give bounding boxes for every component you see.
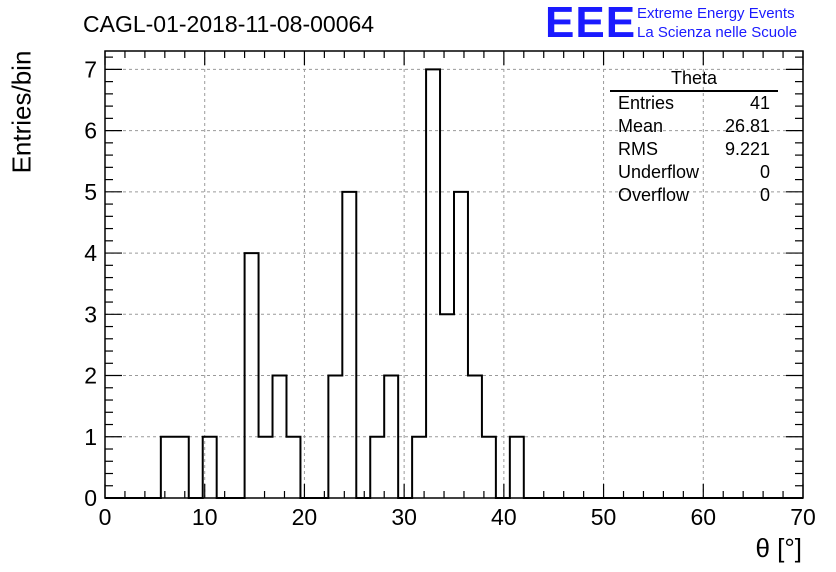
histogram-bin [440, 314, 454, 498]
histogram-bin [175, 437, 189, 498]
histogram-bin [286, 437, 300, 498]
tick-labels: 0 10 20 30 40 50 60 70 0 1 2 3 4 5 6 7 [84, 56, 816, 530]
stats-label: Entries [618, 93, 675, 113]
x-axis-label: θ [°] [755, 533, 802, 563]
axes [104, 50, 804, 499]
histogram-bin [454, 192, 468, 498]
stats-value: 0 [759, 162, 770, 182]
logo-caption-line1: Extreme Energy Events [637, 5, 795, 22]
stats-label: RMS [618, 139, 658, 159]
histogram-bin [426, 69, 440, 498]
y-axis-label: Entries/bin [6, 50, 37, 174]
x-tick-label: 60 [690, 504, 716, 530]
histogram-bin [412, 437, 426, 498]
stats-box-title: Theta [610, 68, 778, 92]
histogram-bin [161, 437, 175, 498]
y-tick-label: 4 [84, 240, 97, 266]
histogram-bin [245, 253, 259, 498]
x-tick-label: 70 [790, 504, 816, 530]
y-tick-label: 5 [84, 179, 97, 205]
stats-label: Underflow [618, 162, 700, 182]
stats-row-mean: Mean 26.81 [610, 115, 778, 138]
stats-row-overflow: Overflow 0 [610, 184, 778, 207]
histogram-bin [342, 192, 356, 498]
y-tick-label: 1 [84, 424, 97, 450]
y-tick-label: 7 [84, 56, 97, 82]
y-tick-label: 2 [84, 363, 97, 389]
eee-logo: EEE [545, 0, 637, 47]
stats-row-entries: Entries 41 [610, 92, 778, 115]
chart-title: CAGL-01-2018-11-08-00064 [83, 11, 375, 37]
stats-label: Overflow [618, 185, 690, 205]
stats-row-rms: RMS 9.221 [610, 138, 778, 161]
y-tick-label: 0 [84, 485, 97, 511]
stats-value: 9.221 [724, 139, 770, 159]
histogram-bin [468, 376, 482, 498]
stats-box: Theta Entries 41 Mean 26.81 RMS 9.221 Un… [610, 68, 778, 207]
histogram-bin [482, 437, 496, 498]
histogram-bin [510, 437, 524, 498]
y-tick-label: 3 [84, 301, 97, 327]
histogram-bin [328, 376, 342, 498]
histogram-bin [273, 376, 287, 498]
histogram-bin [259, 437, 273, 498]
histogram-bin [370, 437, 384, 498]
stats-label: Mean [618, 116, 664, 136]
x-tick-label: 30 [391, 504, 417, 530]
logo-caption: Extreme Energy Events La Scienza nelle S… [637, 4, 797, 42]
stats-value: 41 [749, 93, 770, 113]
x-tick-label: 40 [491, 504, 517, 530]
y-tick-label: 6 [84, 118, 97, 144]
logo-caption-line2: La Scienza nelle Scuole [637, 24, 798, 41]
x-tick-label: 10 [192, 504, 218, 530]
stats-value: 0 [759, 185, 770, 205]
x-tick-label: 50 [591, 504, 617, 530]
x-tick-label: 0 [99, 504, 112, 530]
histogram-bin [384, 376, 398, 498]
plot-frame [104, 50, 804, 499]
stats-row-underflow: Underflow 0 [610, 161, 778, 184]
x-tick-label: 20 [292, 504, 318, 530]
stats-value: 26.81 [724, 116, 770, 136]
